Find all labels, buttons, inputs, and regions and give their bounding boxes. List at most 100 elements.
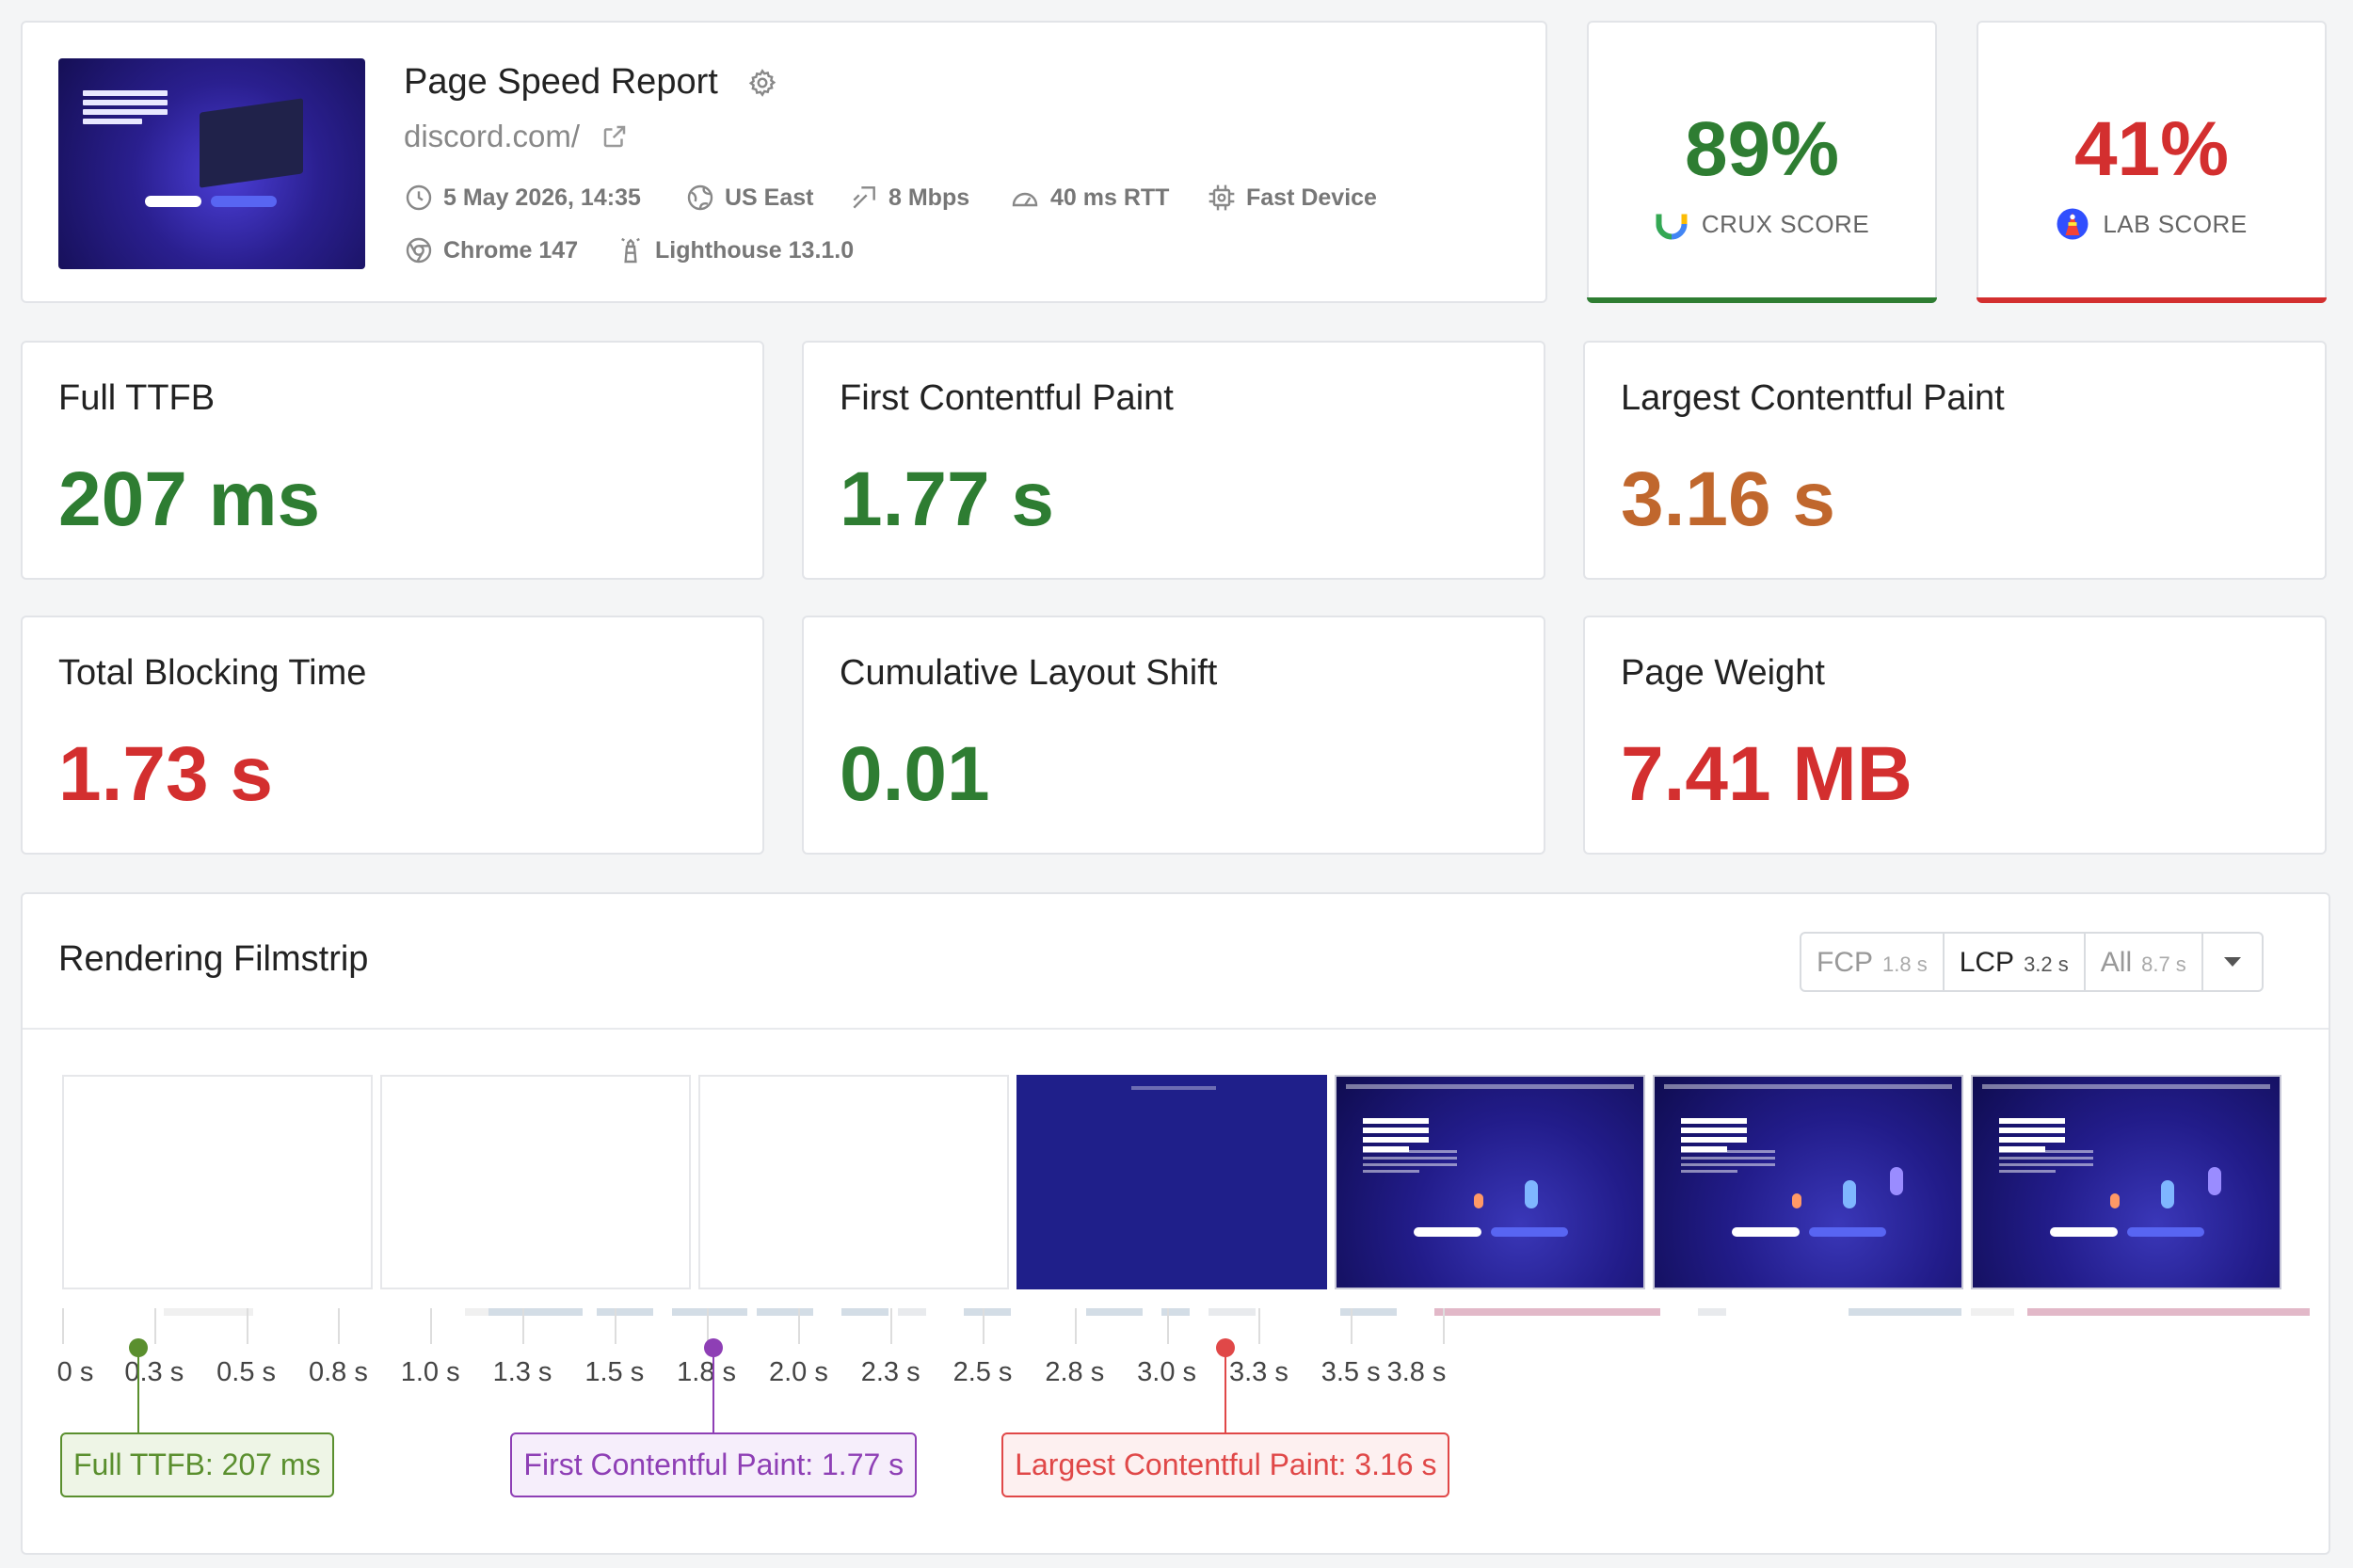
timeline-tick [706,1308,709,1344]
metric-label: Total Blocking Time [58,653,367,693]
settings-gear-icon[interactable] [747,68,777,103]
report-url[interactable]: discord.com/ [404,119,581,153]
network-activity-bar [841,1308,888,1316]
timeline-tick-label: 2.3 s [860,1357,920,1387]
network-activity-bar [597,1308,653,1316]
timeline-tick-label: 2.8 s [1045,1357,1105,1387]
filmstrip-range-selector: FCP 1.8 s LCP 3.2 s All 8.7 s [1800,932,2264,992]
filmstrip-frame[interactable] [1335,1075,1645,1289]
range-dropdown-button[interactable] [2203,934,2262,990]
meta-bandwidth: 8 Mbps [849,183,969,213]
metric-value: 1.73 s [58,731,273,817]
metric-card-ttfb[interactable]: Full TTFB 207 ms [21,341,764,580]
metric-card-fcp[interactable]: First Contentful Paint 1.77 s [802,341,1545,580]
external-link-icon[interactable] [600,122,629,155]
marker-line-lcp [1225,1348,1227,1434]
filmstrip-frame[interactable] [1016,1075,1327,1289]
range-option-lcp[interactable]: LCP 3.2 s [1945,934,2086,990]
timeline-tick-label: 3.0 s [1137,1357,1197,1387]
network-activity-bar [672,1308,747,1316]
page-thumbnail[interactable] [58,58,365,269]
network-activity-bar [1340,1308,1397,1316]
chrome-icon [406,237,432,264]
metric-value: 3.16 s [1621,456,1835,542]
marker-callout-fcp[interactable]: First Contentful Paint: 1.77 s [510,1432,918,1497]
metric-card-tbt[interactable]: Total Blocking Time 1.73 s [21,616,764,855]
caret-down-icon [2223,957,2241,967]
network-activity-bar [898,1308,926,1316]
timeline-tick-label: 2.5 s [952,1357,1013,1387]
marker-line-ttfb [136,1348,139,1434]
gauge-icon [1012,192,1038,207]
filmstrip-frame[interactable] [1653,1075,1963,1289]
globe-icon [687,184,713,211]
network-activity-bar [757,1308,813,1316]
metric-value: 207 ms [58,456,321,542]
metric-card-page-weight[interactable]: Page Weight 7.41 MB [1583,616,2327,855]
marker-line-fcp [712,1348,715,1434]
range-option-all[interactable]: All 8.7 s [2086,934,2203,990]
meta-date: 5 May 2026, 14:35 [404,183,641,213]
timeline-tick [798,1308,801,1344]
network-activity-bar [465,1308,488,1316]
timeline-tick [246,1308,248,1344]
timeline-tick-label: 0.8 s [308,1357,368,1387]
metric-label: Largest Contentful Paint [1621,378,2005,418]
lab-score-label: LAB SCORE [2103,209,2248,238]
timeline-tick-label: 1.3 s [492,1357,552,1387]
network-activity-bar [164,1308,230,1316]
filmstrip-frame[interactable] [62,1075,373,1289]
network-activity-bar [1161,1308,1190,1316]
timeline-tick [430,1308,433,1344]
report-card: Page Speed Report discord.com/ 5 May 202… [21,21,1547,303]
timeline-tick [1074,1308,1077,1344]
timeline-tick-label: 0.3 s [124,1357,184,1387]
metric-label: First Contentful Paint [840,378,1174,418]
cpu-icon [1209,184,1235,211]
marker-callout-ttfb[interactable]: Full TTFB: 207 ms [60,1432,334,1497]
timeline-tick [522,1308,524,1344]
filmstrip-frame[interactable] [1971,1075,2281,1289]
filmstrip-frame[interactable] [380,1075,691,1289]
timeline-tick [338,1308,341,1344]
timeline-tick [1258,1308,1261,1344]
meta-rtt: 40 ms RTT [1009,183,1169,213]
lab-score-card[interactable]: 41% LAB SCORE [1977,21,2327,303]
metric-card-cls[interactable]: Cumulative Layout Shift 0.01 [802,616,1545,855]
network-activity-bar [1971,1308,2014,1316]
timeline-tick [62,1308,64,1344]
filmstrip-title: Rendering Filmstrip [58,939,369,979]
range-option-fcp[interactable]: FCP 1.8 s [1801,934,1945,990]
meta-browser: Chrome 147 [404,235,578,265]
timeline-tick-label: 3.3 s [1228,1357,1289,1387]
timeline-tick [890,1308,893,1344]
network-activity-bar [1849,1308,1961,1316]
timeline-tick [1351,1308,1353,1344]
metric-label: Full TTFB [58,378,216,418]
network-activity-bar [488,1308,583,1316]
metric-value: 7.41 MB [1621,731,1913,817]
lab-score-value: 41% [2073,106,2230,192]
crux-score-card[interactable]: 89% CRUX SCORE [1587,21,1937,303]
crux-logo-icon [1656,214,1688,240]
lab-score-bar [1977,297,2327,303]
timeline-tick-label: 2.0 s [768,1357,828,1387]
rendering-filmstrip: Rendering Filmstrip FCP 1.8 s LCP 3.2 s Al… [21,892,2330,1555]
filmstrip-timeline: 0 s 0.3 s 0.5 s 0.8 s 1.0 s 1.3 s 1.5 s 1.8 s 2.… [23,1308,2332,1553]
filmstrip-frame[interactable] [698,1075,1009,1289]
timeline-tick-label: 1.5 s [584,1357,645,1387]
crux-score-label: CRUX SCORE [1701,209,1870,238]
meta-location: US East [685,183,813,213]
timeline-tick [153,1308,156,1344]
timeline-tick-label: 0 s [56,1357,94,1387]
timeline-tick-label: 3.5 s [1321,1357,1381,1387]
meta-device: Fast Device [1207,183,1377,213]
timeline-tick-label: 1.0 s [400,1357,460,1387]
marker-callout-lcp[interactable]: Largest Contentful Paint: 3.16 s [1001,1432,1450,1497]
timeline-tick-label: 3.8 s [1386,1357,1447,1387]
metric-card-lcp[interactable]: Largest Contentful Paint 3.16 s [1583,341,2327,580]
network-activity-bar [2027,1308,2310,1316]
metric-value: 0.01 [840,731,990,817]
timeline-tick-label: 1.8 s [677,1357,737,1387]
timeline-tick [1443,1308,1445,1344]
